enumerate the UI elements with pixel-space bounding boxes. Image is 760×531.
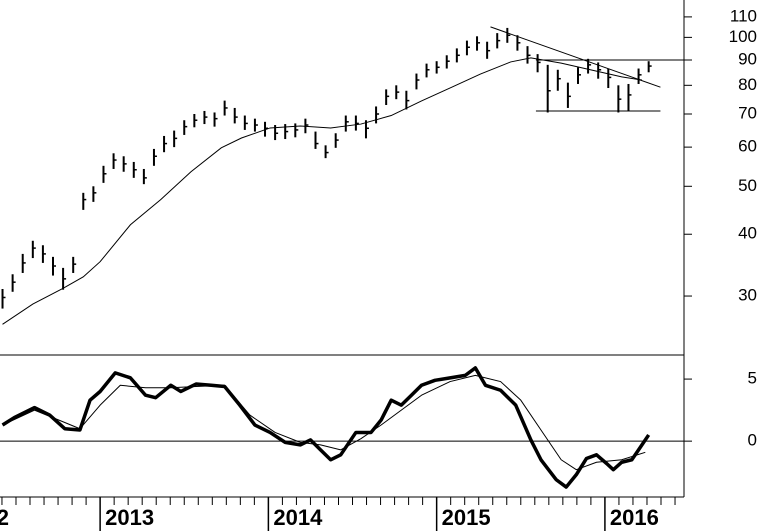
x-tick-label: 2016 xyxy=(610,505,659,530)
moving-average xyxy=(2,57,643,325)
y-tick-label: 110 xyxy=(730,6,757,25)
oscillator-line xyxy=(2,374,646,471)
y-tick-label: 0 xyxy=(748,431,757,450)
x-tick-label: 2012 xyxy=(0,505,9,530)
y-tick-label: 80 xyxy=(738,75,757,94)
y-tick-label: 70 xyxy=(738,103,757,122)
y-tick-label: 100 xyxy=(729,27,757,46)
x-tick-label: 2013 xyxy=(105,505,154,530)
x-tick-label: 2015 xyxy=(442,505,491,530)
y-tick-label: 5 xyxy=(748,369,757,388)
y-tick-label: 60 xyxy=(738,137,757,156)
y-tick-label: 50 xyxy=(738,176,757,195)
y-tick-label: 90 xyxy=(738,49,757,68)
x-tick-label: 2014 xyxy=(273,505,323,530)
oscillator-line xyxy=(1,366,651,489)
trend-line xyxy=(490,26,661,88)
y-tick-label: 40 xyxy=(738,224,757,243)
y-tick-label: 30 xyxy=(738,286,757,305)
